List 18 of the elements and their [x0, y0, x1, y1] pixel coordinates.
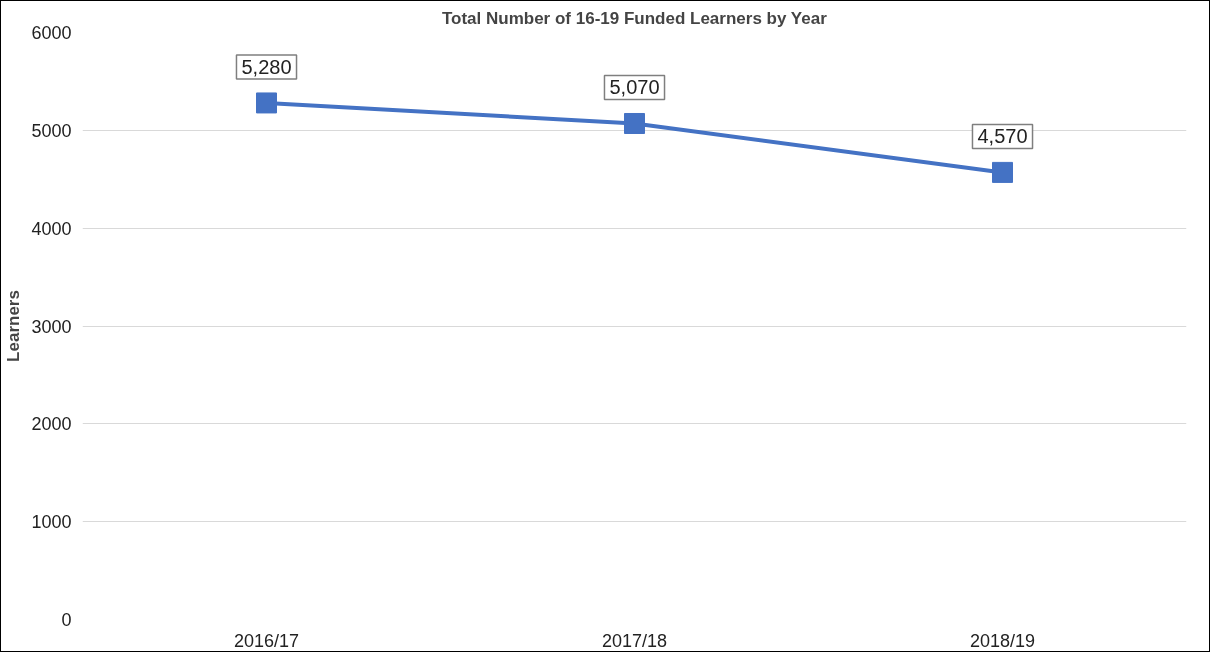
- x-tick-label: 2017/18: [601, 630, 668, 651]
- data-label: 5,280: [241, 55, 292, 78]
- chart-title: Total Number of 16-19 Funded Learners by Year: [441, 8, 828, 28]
- y-tick-label: 2000: [31, 414, 72, 435]
- point: [992, 161, 1013, 183]
- data-label: 4,570: [977, 125, 1028, 148]
- x-tick-label: 2018/19: [969, 630, 1036, 651]
- y-tick-label: 6000: [31, 23, 72, 43]
- y-tick-label: 1000: [31, 512, 72, 533]
- x-tick-label: 2016/17: [233, 630, 300, 651]
- y-axis-title: Learners: [4, 290, 24, 362]
- point: [624, 112, 645, 134]
- y-tick-label: 5000: [31, 120, 72, 141]
- data-label: 5,070: [609, 76, 660, 99]
- y-tick-label: 0: [61, 610, 72, 630]
- point: [256, 92, 277, 114]
- y-tick-label: 3000: [31, 316, 72, 337]
- y-tick-label: 4000: [31, 218, 72, 239]
